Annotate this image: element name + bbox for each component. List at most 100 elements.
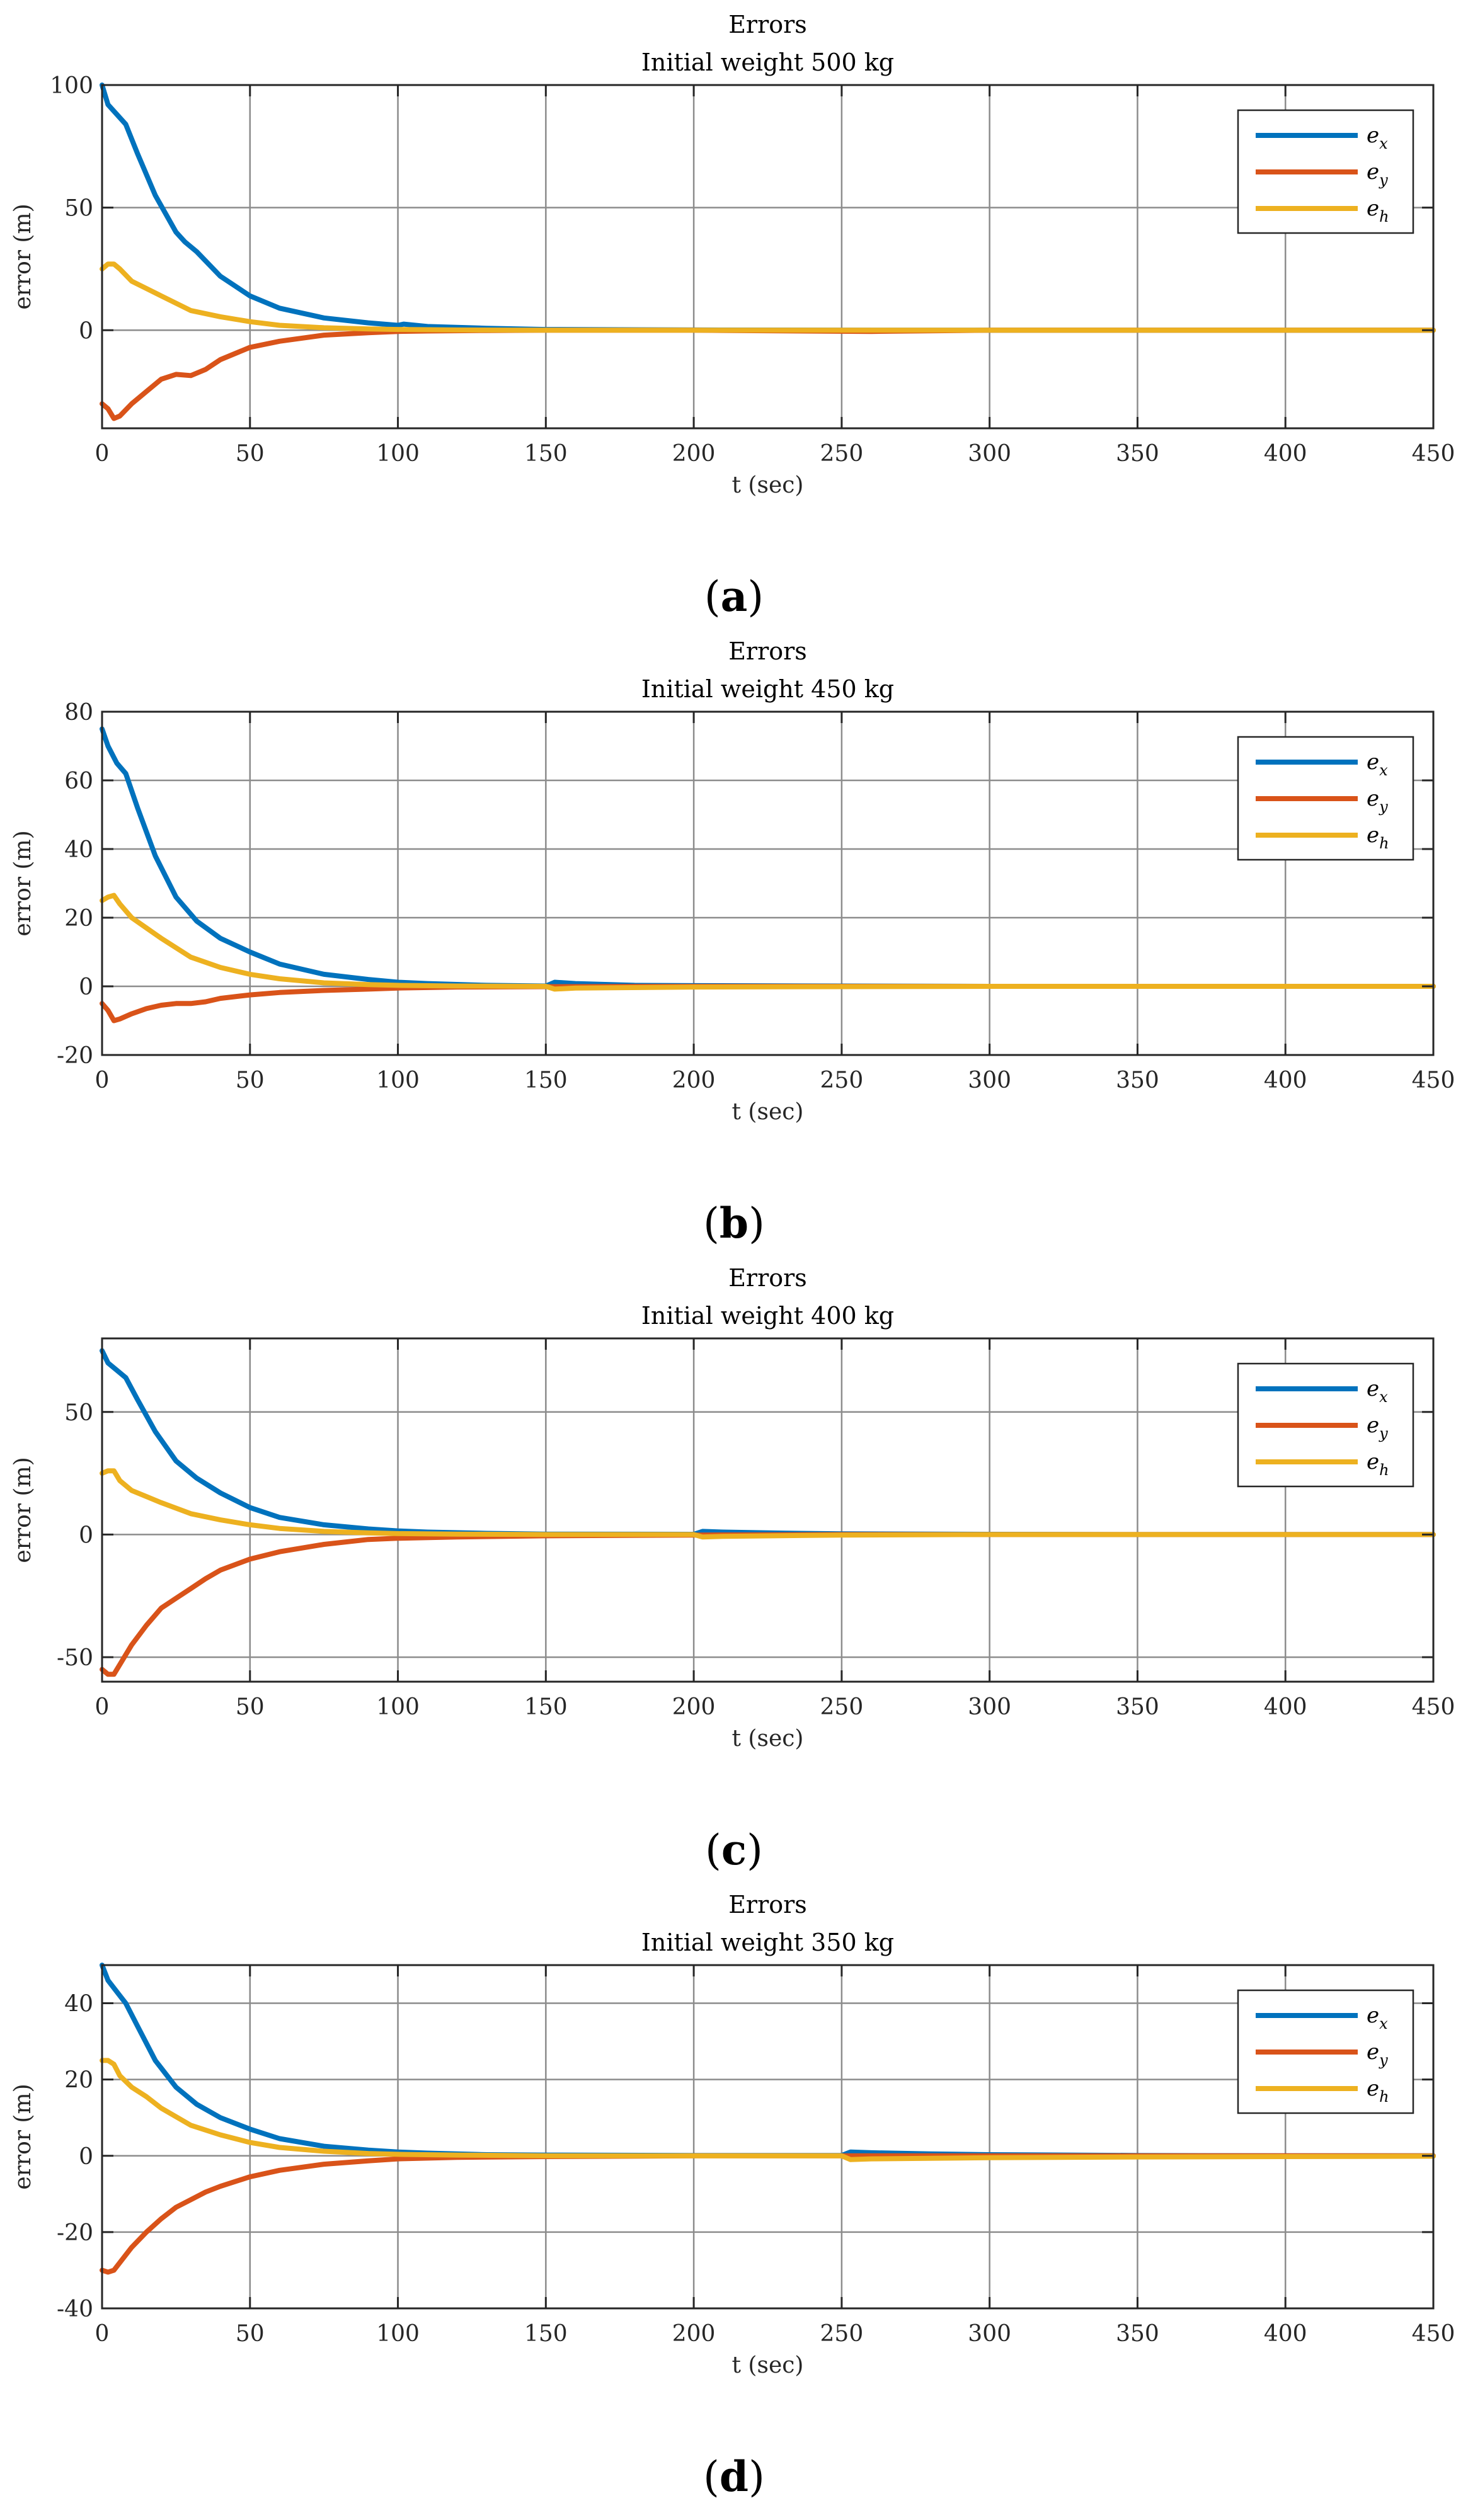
series-line-e-y	[100, 2153, 1436, 2275]
y-tick-label: 80	[64, 700, 93, 726]
legend-label-e-y: ey	[1367, 2039, 1388, 2069]
x-axis-label: t (sec)	[732, 1099, 804, 1125]
series-line-e-h	[100, 1468, 1436, 1540]
y-tick-label: 0	[79, 974, 93, 1000]
chart-panel-d: Errors Initial weight 350 kg 0 50 100 150 200 2…	[10, 1891, 1455, 2501]
axes-box	[101, 84, 1435, 430]
x-tick-label: 100	[376, 1068, 420, 1093]
x-tick-label: 0	[95, 1694, 110, 1720]
x-tick-label: 450	[1412, 441, 1455, 467]
axes-box	[101, 1964, 1435, 2310]
x-tick-label: 200	[672, 2321, 716, 2347]
chart-subtitle: Initial weight 350 kg	[641, 1929, 894, 1956]
x-tick-label: 150	[524, 2321, 568, 2347]
y-tick-label: 50	[64, 196, 93, 222]
series-line-e-h	[100, 261, 1436, 333]
subfigure-caption: (b)	[703, 1199, 765, 1248]
y-tick-label: 40	[64, 837, 93, 863]
x-tick-label: 400	[1264, 441, 1307, 467]
x-tick-label: 100	[376, 441, 420, 467]
chart-title: Errors	[728, 637, 807, 665]
x-axis-label: t (sec)	[732, 472, 804, 498]
chart-panel-a: Errors Initial weight 500 kg 0 50 100 150 200 2…	[10, 11, 1455, 621]
y-tick-label: 100	[50, 73, 93, 99]
plot-area	[102, 85, 1433, 428]
y-axis-label: error (m)	[10, 203, 36, 309]
legend-label-e-y: ey	[1367, 1413, 1388, 1442]
y-tick-label: 0	[79, 318, 93, 344]
x-tick-label: 200	[672, 1694, 716, 1720]
legend-label-e-x: ex	[1367, 2003, 1388, 2033]
x-tick-label: 0	[95, 2321, 110, 2347]
axes-box	[101, 710, 1435, 1056]
y-tick-label: -20	[57, 2220, 93, 2246]
plot-area	[102, 712, 1433, 1055]
x-tick-label: 250	[820, 2321, 864, 2347]
x-tick-label: 450	[1412, 2321, 1455, 2347]
y-tick-label: 0	[79, 1522, 93, 1548]
x-tick-label: 300	[968, 1694, 1011, 1720]
x-tick-label: 200	[672, 441, 716, 467]
x-tick-label: 300	[968, 441, 1011, 467]
subfigure-caption: (d)	[703, 2452, 765, 2501]
legend-label-e-x: ex	[1367, 123, 1388, 152]
chart-subtitle: Initial weight 500 kg	[641, 48, 894, 76]
chart-title: Errors	[728, 11, 807, 38]
y-tick-label: 20	[64, 906, 93, 932]
legend-label-e-x: ex	[1367, 1376, 1388, 1406]
plot-area	[102, 1965, 1433, 2308]
y-tick-label: -20	[57, 1043, 93, 1069]
x-tick-label: 150	[524, 1068, 568, 1093]
legend-label-e-x: ex	[1367, 750, 1388, 779]
y-tick-label: 50	[64, 1400, 93, 1426]
legend-label-e-h: eh	[1367, 2076, 1389, 2106]
chart-subtitle: Initial weight 400 kg	[641, 1302, 894, 1330]
series-line-e-h	[100, 892, 1436, 992]
x-tick-label: 50	[236, 2321, 265, 2347]
chart-title: Errors	[728, 1891, 807, 1919]
x-tick-label: 450	[1412, 1694, 1455, 1720]
y-axis-label: error (m)	[10, 830, 36, 936]
y-axis-label: error (m)	[10, 1457, 36, 1563]
y-axis-label: error (m)	[10, 2084, 36, 2189]
x-tick-label: 100	[376, 1694, 420, 1720]
axes-box	[101, 1337, 1435, 1683]
x-axis-label: t (sec)	[732, 2352, 804, 2378]
subfigure-caption: (c)	[705, 1825, 763, 1874]
legend-label-e-y: ey	[1367, 786, 1388, 816]
plot-area	[102, 1338, 1433, 1682]
x-tick-label: 400	[1264, 1694, 1307, 1720]
legend: ex ey eh	[1237, 1362, 1414, 1488]
x-tick-label: 150	[524, 1694, 568, 1720]
x-tick-label: 300	[968, 1068, 1011, 1093]
legend-label-e-y: ey	[1367, 159, 1388, 189]
legend-label-e-h: eh	[1367, 1449, 1389, 1479]
y-tick-label: 60	[64, 768, 93, 794]
x-tick-label: 0	[95, 1068, 110, 1093]
subfigure-caption: (a)	[704, 572, 764, 621]
x-tick-label: 50	[236, 441, 265, 467]
y-tick-label: -50	[57, 1645, 93, 1671]
x-tick-label: 200	[672, 1068, 716, 1093]
chart-subtitle: Initial weight 450 kg	[641, 675, 894, 703]
x-tick-label: 350	[1116, 441, 1159, 467]
x-tick-label: 350	[1116, 1068, 1159, 1093]
x-tick-label: 150	[524, 441, 568, 467]
x-tick-label: 250	[820, 441, 864, 467]
x-tick-label: 400	[1264, 1068, 1307, 1093]
x-tick-label: 350	[1116, 2321, 1159, 2347]
x-tick-label: 0	[95, 441, 110, 467]
legend: ex ey eh	[1237, 109, 1414, 234]
x-tick-label: 450	[1412, 1068, 1455, 1093]
x-tick-label: 100	[376, 2321, 420, 2347]
x-tick-label: 50	[236, 1068, 265, 1093]
series-line-e-h	[100, 2058, 1436, 2162]
chart-title: Errors	[728, 1264, 807, 1292]
legend-label-e-h: eh	[1367, 196, 1389, 225]
legend-label-e-h: eh	[1367, 823, 1389, 852]
x-tick-label: 250	[820, 1068, 864, 1093]
chart-panel-c: Errors Initial weight 400 kg 0 50 100 150 200 2…	[10, 1264, 1455, 1874]
x-tick-label: 50	[236, 1694, 265, 1720]
